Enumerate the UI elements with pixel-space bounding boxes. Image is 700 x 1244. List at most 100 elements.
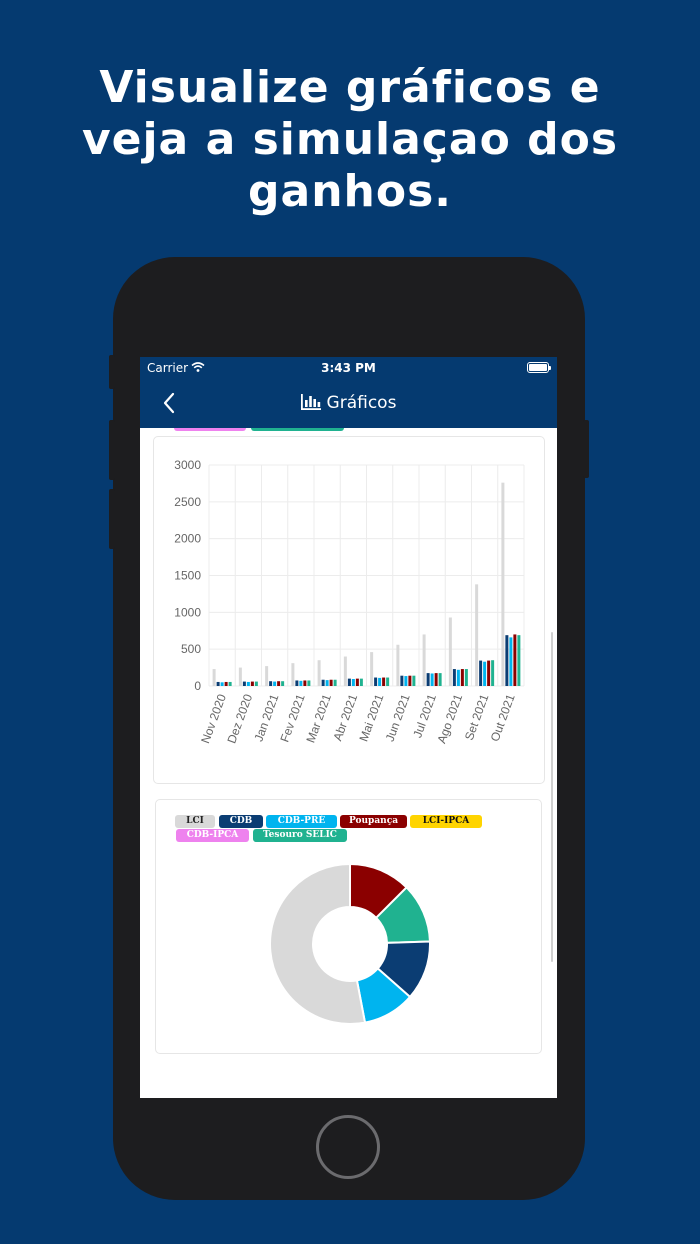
legend-item-poupanca[interactable]: Poupança (340, 815, 407, 828)
bar-lci-dez-2020 (238, 667, 242, 686)
x-tick-label: Set 2021 (462, 692, 492, 742)
legend-item-lci-ipca[interactable]: LCI-IPCA (410, 815, 482, 828)
legend-item-lci[interactable]: LCI (175, 815, 215, 828)
bar-cdb-abr-2021 (347, 678, 351, 686)
x-tick-label: Fev 2021 (277, 692, 307, 744)
x-tick-label: Jul 2021 (410, 692, 439, 740)
y-tick-label: 0 (194, 679, 201, 693)
bar-lci-ago-2021 (448, 617, 452, 686)
bar-poupanca-jul-2021 (434, 673, 438, 686)
x-tick-label: Out 2021 (488, 692, 518, 743)
bar-poupanca-jun-2021 (408, 675, 412, 686)
headline-line-1: Visualize gráficos e (99, 62, 601, 113)
carrier-label: Carrier (147, 361, 189, 375)
bar-tesouro-selic-mai-2021 (386, 677, 390, 686)
y-tick-label: 1500 (174, 569, 201, 583)
bar-cdb-pre-mar-2021 (325, 680, 329, 686)
volume-up-button (109, 420, 115, 480)
bar-cdb-pre-fev-2021 (299, 680, 303, 686)
bar-lci-fev-2021 (291, 663, 295, 686)
battery-icon (527, 362, 551, 373)
vertical-scrollbar[interactable] (551, 632, 553, 962)
bar-cdb-jun-2021 (400, 675, 404, 686)
bar-poupanca-jan-2021 (277, 681, 281, 686)
bar-tesouro-selic-jul-2021 (438, 673, 442, 686)
bar-cdb-fev-2021 (295, 680, 299, 686)
legend-chip-peek-cdb-ipca (174, 428, 246, 431)
bar-lci-nov-2020 (212, 669, 216, 686)
bar-lci-jul-2021 (422, 634, 426, 686)
status-bar: Carrier 3:43 PM (140, 357, 557, 379)
x-tick-label: Dez 2020 (224, 692, 255, 745)
bar-cdb-pre-mai-2021 (378, 677, 382, 686)
home-button[interactable] (316, 1115, 380, 1179)
bar-cdb-pre-set-2021 (483, 661, 487, 686)
y-tick-label: 3000 (174, 458, 201, 472)
bar-poupanca-abr-2021 (355, 678, 359, 686)
wifi-icon (191, 362, 205, 372)
legend-chip-peek-tesouro-selic (251, 428, 344, 431)
x-tick-label: Jun 2021 (383, 692, 413, 743)
legend-item-cdb[interactable]: CDB (219, 815, 263, 828)
headline-line-2: veja a simulaçao dos (81, 114, 619, 165)
bar-tesouro-selic-fev-2021 (307, 680, 311, 686)
bar-cdb-mar-2021 (321, 679, 325, 686)
y-tick-label: 500 (181, 642, 201, 656)
volume-down-button (109, 489, 115, 549)
nav-title-label: Gráficos (326, 393, 397, 413)
bar-lci-jun-2021 (396, 644, 400, 686)
bar-tesouro-selic-abr-2021 (359, 678, 363, 686)
nav-bar: Gráficos (140, 379, 557, 428)
x-tick-label: Ago 2021 (434, 692, 465, 745)
legend-item-cdb-pre[interactable]: CDB-PRÉ (266, 815, 337, 828)
bar-tesouro-selic-nov-2020 (228, 681, 232, 686)
bar-cdb-jan-2021 (269, 681, 273, 686)
bar-tesouro-selic-mar-2021 (333, 679, 337, 686)
chevron-left-icon[interactable] (158, 390, 182, 416)
bar-tesouro-selic-ago-2021 (464, 669, 468, 686)
bar-tesouro-selic-dez-2020 (254, 681, 258, 686)
bar-lci-mar-2021 (317, 660, 321, 686)
bar-cdb-pre-dez-2020 (246, 681, 250, 686)
bar-cdb-dez-2020 (242, 681, 246, 686)
bar-tesouro-selic-out-2021 (517, 635, 521, 686)
x-tick-label: Abr 2021 (330, 692, 360, 743)
donut-chart-card: LCI CDB CDB-PRÉ Poupança LCI-IPCA CDB-IPCA Tes… (155, 799, 542, 1054)
bar-poupanca-dez-2020 (250, 681, 254, 686)
bar-cdb-set-2021 (479, 660, 483, 686)
bar-chart-card: 3000 2500 2000 1500 1000 500 0 Nov 2020 Dez 2020… (153, 436, 545, 784)
bar-poupanca-mai-2021 (382, 677, 386, 686)
x-tick-label: Jan 2021 (251, 692, 281, 743)
bar-lci-out-2021 (501, 482, 505, 686)
bar-cdb-pre-abr-2021 (351, 679, 355, 686)
headline-line-3: ganhos. (248, 166, 452, 217)
x-tick-label: Mai 2021 (356, 692, 386, 743)
bar-lci-set-2021 (475, 584, 479, 686)
bar-cdb-pre-out-2021 (509, 637, 513, 686)
donut-slice-lci[interactable] (269, 862, 367, 1025)
bar-cdb-ago-2021 (452, 669, 456, 686)
bar-tesouro-selic-jan-2021 (281, 681, 285, 686)
legend-item-tesouro-selic[interactable]: Tesouro SELIC (253, 829, 347, 842)
bar-poupanca-nov-2020 (224, 681, 228, 686)
legend-item-cdb-ipca[interactable]: CDB-IPCA (176, 829, 249, 842)
bar-cdb-nov-2020 (216, 681, 220, 686)
headline: Visualize gráficos e veja a simulaçao do… (0, 62, 700, 218)
donut-chart (269, 862, 431, 1025)
y-tick-label: 2500 (174, 495, 201, 509)
bar-poupanca-out-2021 (513, 634, 517, 686)
bar-poupanca-fev-2021 (303, 680, 307, 686)
bar-cdb-pre-jul-2021 (430, 673, 434, 686)
bar-cdb-pre-jun-2021 (404, 676, 408, 686)
power-button (583, 420, 589, 478)
bar-cdb-mai-2021 (374, 677, 378, 686)
y-tick-label: 1000 (174, 605, 201, 619)
bar-chart-icon (300, 394, 321, 410)
silent-switch (109, 355, 115, 389)
bar-lci-abr-2021 (343, 656, 347, 686)
bar-cdb-jul-2021 (426, 673, 430, 686)
charts-scroll-view[interactable]: 3000 2500 2000 1500 1000 500 0 Nov 2020 Dez 2020… (140, 428, 557, 1098)
bar-tesouro-selic-jun-2021 (412, 675, 416, 686)
bar-cdb-out-2021 (505, 635, 509, 686)
